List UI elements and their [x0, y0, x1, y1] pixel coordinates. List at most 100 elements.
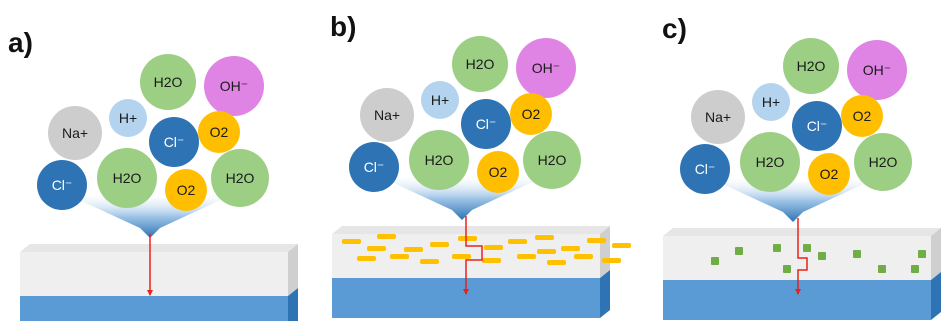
platelet-filler	[367, 246, 386, 251]
ion-label: H+	[762, 94, 780, 110]
oxygen-circle	[477, 151, 519, 193]
ion-label: O2	[522, 106, 541, 122]
water-circle	[409, 130, 469, 190]
coating-layer	[20, 252, 288, 296]
ion-sodium: Na+	[360, 88, 414, 142]
platelet-filler	[574, 254, 593, 259]
ion-label: OH⁻	[220, 78, 248, 94]
ion-label: H2O	[113, 170, 142, 186]
ion-label: O2	[210, 124, 229, 140]
platelet-filler	[452, 254, 471, 259]
ion-label: Na+	[705, 109, 731, 125]
ion-hydrogen: H+	[752, 83, 790, 121]
oxygen-circle	[198, 111, 240, 153]
hydrogen-circle	[752, 83, 790, 121]
funnel-shape	[372, 173, 552, 220]
ion-water: H2O	[854, 133, 912, 191]
platelet-filler	[404, 247, 423, 252]
ion-hydroxide: OH⁻	[204, 56, 264, 116]
chloride-circle	[680, 144, 730, 194]
hydrogen-circle	[109, 99, 147, 137]
water-circle	[740, 132, 800, 192]
ion-water: H2O	[140, 54, 196, 110]
ion-label: H2O	[425, 152, 454, 168]
hydroxide-circle	[847, 40, 907, 100]
arrow-head	[795, 289, 801, 295]
cube-filler	[818, 252, 826, 260]
cube-filler	[878, 265, 886, 273]
ion-label: Cl⁻	[695, 161, 716, 177]
ion-oxygen: O2	[841, 95, 883, 137]
substrate-layer	[663, 280, 931, 320]
ion-water: H2O	[452, 36, 508, 92]
ion-label: O2	[489, 164, 508, 180]
cube-filler	[853, 250, 861, 258]
ion-chloride: Cl⁻	[461, 99, 511, 149]
panel-1: a) H2O OH⁻ H+ Na+ Cl⁻ O2 Cl⁻ H2O O2 H2O	[8, 27, 298, 321]
cube-filler	[783, 265, 791, 273]
platelet-filler	[484, 245, 503, 250]
panel-3: c) H2O OH⁻ H+ Na+ Cl⁻ O2 Cl⁻ H2O O2 H2O	[662, 13, 941, 320]
platelet-filler	[517, 254, 536, 259]
chloride-circle	[349, 142, 399, 192]
ion-label: H+	[431, 92, 449, 108]
platelet-filler	[537, 249, 556, 254]
ion-chloride: Cl⁻	[349, 142, 399, 192]
cube-filler	[918, 250, 926, 258]
hydroxide-circle	[516, 38, 576, 98]
arrow-head	[463, 289, 469, 295]
coating-side-face	[600, 226, 610, 278]
water-circle	[854, 133, 912, 191]
oxygen-circle	[841, 95, 883, 137]
ion-label: Cl⁻	[52, 177, 73, 193]
ion-label: O2	[853, 108, 872, 124]
substrate-side-face	[931, 272, 941, 320]
substrate-layer	[20, 296, 288, 321]
ion-label: H2O	[466, 56, 495, 72]
chloride-circle	[149, 117, 199, 167]
platelet-filler	[612, 243, 631, 248]
ion-hydrogen: H+	[421, 81, 459, 119]
ion-label: H2O	[756, 154, 785, 170]
ion-hydroxide: OH⁻	[516, 38, 576, 98]
ion-label: H+	[119, 110, 137, 126]
cube-filler	[773, 244, 781, 252]
cube-filler	[711, 257, 719, 265]
ion-oxygen: O2	[477, 151, 519, 193]
platelet-filler	[602, 258, 621, 263]
ion-label: O2	[820, 166, 839, 182]
panel-label: c)	[662, 13, 687, 44]
ion-label: H2O	[226, 170, 255, 186]
water-circle	[783, 38, 839, 94]
platelet-filler	[390, 254, 409, 259]
oxygen-circle	[510, 93, 552, 135]
coating-top-face	[332, 226, 610, 234]
funnel-shape	[60, 191, 240, 238]
ion-chloride: Cl⁻	[680, 144, 730, 194]
sodium-circle	[691, 90, 745, 144]
diffusion-path	[465, 216, 483, 294]
coating-side-face	[931, 228, 941, 280]
platelet-filler	[547, 260, 566, 265]
ion-oxygen: O2	[510, 93, 552, 135]
platelet-filler	[587, 238, 606, 243]
ion-label: Cl⁻	[807, 118, 828, 134]
coated-substrate	[20, 244, 298, 321]
water-circle	[211, 149, 269, 207]
coating-side-face	[288, 244, 298, 296]
sodium-circle	[360, 88, 414, 142]
platelet-filler	[561, 246, 580, 251]
ion-water: H2O	[523, 131, 581, 189]
ion-chloride: Cl⁻	[149, 117, 199, 167]
ion-sodium: Na+	[48, 106, 102, 160]
ion-label: O2	[177, 182, 196, 198]
platelet-filler	[420, 259, 439, 264]
ion-label: OH⁻	[532, 60, 560, 76]
diffusion-path	[797, 218, 808, 294]
ion-label: H2O	[797, 58, 826, 74]
ion-label: Cl⁻	[164, 134, 185, 150]
platelet-filler	[430, 242, 449, 247]
ion-label: OH⁻	[863, 62, 891, 78]
ion-label: Cl⁻	[364, 159, 385, 175]
platelet-filler	[508, 239, 527, 244]
